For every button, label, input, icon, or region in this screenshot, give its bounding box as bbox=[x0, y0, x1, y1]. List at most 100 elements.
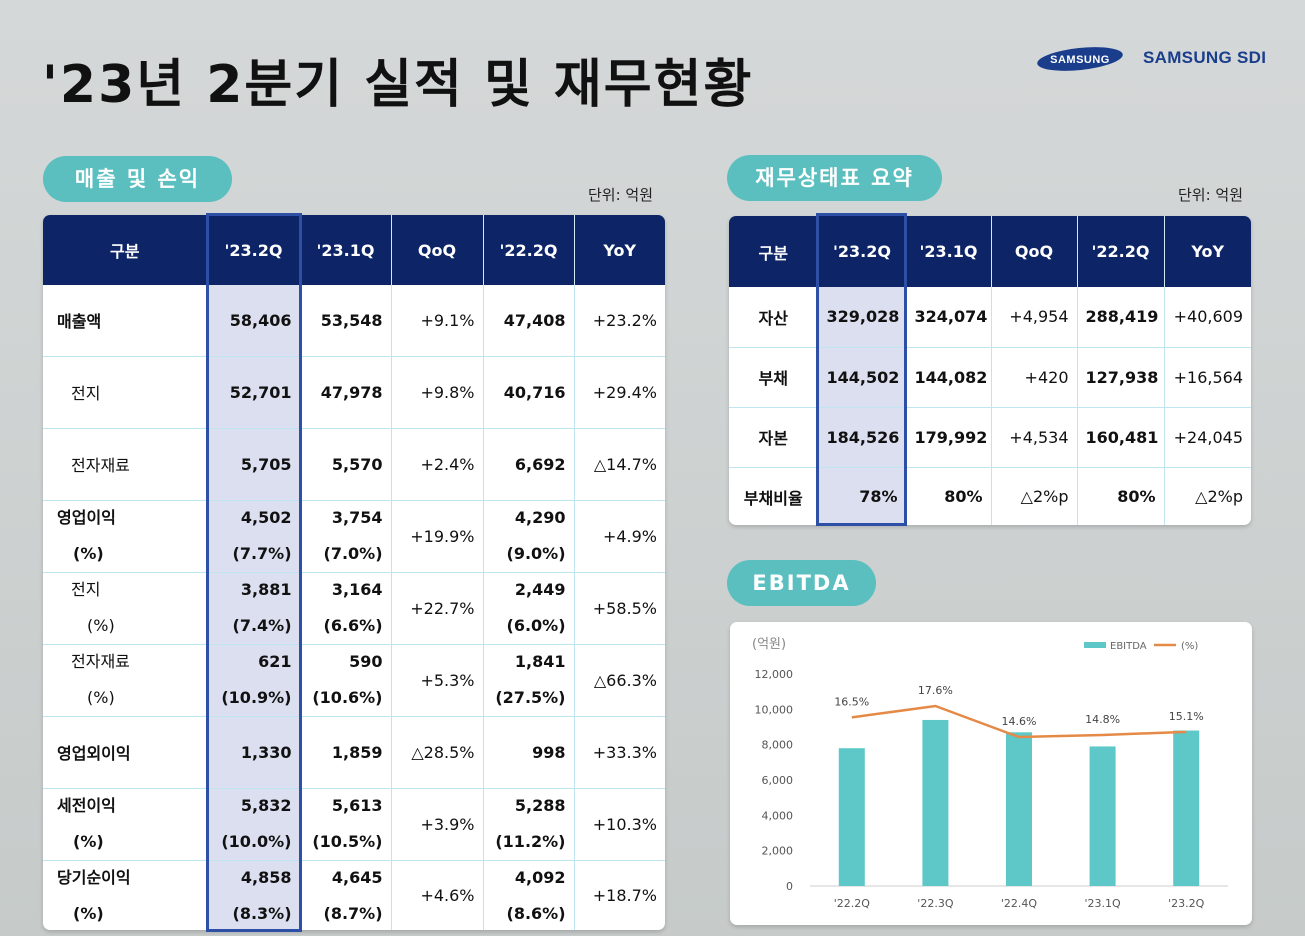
cell-q231: 5,570 bbox=[300, 428, 392, 501]
cell-qoq: +2.4% bbox=[391, 428, 484, 501]
cell-qoq: +420 bbox=[991, 347, 1078, 408]
cell-label: 부채 bbox=[729, 347, 819, 408]
cell-q222: 80% bbox=[1077, 467, 1165, 525]
row-label-pct: (%) bbox=[87, 616, 115, 635]
cell-value: 4,092 bbox=[514, 867, 566, 887]
bs-col-header: YoY bbox=[1164, 216, 1251, 287]
cell-q222: 40,716 bbox=[483, 356, 575, 429]
pl-table-row: 영업외이익 1,330 1,859 △28.5% 998 +33.3% bbox=[43, 716, 665, 789]
ebitda-bar bbox=[922, 719, 949, 886]
y-tick-label: 12,000 bbox=[755, 668, 794, 681]
y-tick-label: 0 bbox=[786, 880, 793, 893]
cell-pct: (11.2%) bbox=[495, 832, 566, 851]
cell-label: 부채비율 bbox=[729, 467, 819, 525]
row-label: 세전이익 (%) bbox=[43, 788, 208, 861]
cell-q222: 6,692 bbox=[483, 428, 575, 501]
bs-section-title: 재무상태표 요약 bbox=[727, 155, 942, 201]
cell-q232: 58,406 bbox=[207, 285, 301, 357]
cell-q222: 4,092 (8.6%) bbox=[483, 860, 575, 930]
cell-pct: (8.3%) bbox=[232, 903, 292, 923]
cell-pct: (6.6%) bbox=[323, 616, 383, 635]
cell-pct: (9.0%) bbox=[506, 544, 566, 563]
cell-q231: 144,082 bbox=[906, 347, 992, 408]
cell-yoy: +16,564 bbox=[1164, 347, 1251, 408]
row-label-text: 당기순이익 bbox=[57, 867, 131, 887]
bs-unit-label: 단위: 억원 bbox=[1178, 186, 1244, 204]
cell-value: 3,881 bbox=[240, 580, 292, 599]
ebitda-bar bbox=[838, 748, 865, 886]
cell-q232: 52,701 bbox=[207, 356, 301, 429]
bs-table-row: 부채비율 78% 80% △2%p 80% △2%p bbox=[729, 467, 1251, 525]
samsung-logo: SAMSUNG bbox=[1037, 47, 1123, 71]
data-label: 14.8% bbox=[1085, 713, 1120, 726]
pl-col-header: '23.2Q bbox=[207, 215, 301, 285]
cell-q232: 3,881 (7.4%) bbox=[207, 572, 301, 645]
cell-pct: (6.0%) bbox=[506, 616, 566, 635]
x-tick-label: '23.1Q bbox=[1085, 897, 1122, 910]
x-tick-label: '22.3Q bbox=[917, 897, 954, 910]
cell-q232: 1,330 bbox=[207, 716, 301, 789]
cell-q222: 127,938 bbox=[1077, 347, 1165, 408]
cell-value: 4,858 bbox=[240, 867, 292, 887]
y-tick-label: 4,000 bbox=[762, 809, 794, 822]
cell-q231: 53,548 bbox=[300, 285, 392, 357]
bs-col-header: '23.2Q bbox=[818, 216, 907, 287]
ebitda-chart: (억원) 12,000 10,000 8,000 6,000 4,000 2,000 0 '22… bbox=[752, 637, 1228, 910]
ebitda-bar bbox=[1089, 746, 1116, 886]
row-label: 매출액 bbox=[43, 285, 208, 357]
cell-qoq: +5.3% bbox=[391, 644, 484, 717]
row-label-text: 영업이익 bbox=[57, 508, 116, 527]
bs-col-header: 구분 bbox=[729, 216, 819, 287]
bs-col-header: '22.2Q bbox=[1077, 216, 1165, 287]
page-title: '23년 2분기 실적 및 재무현황 bbox=[42, 55, 754, 115]
cell-q231: 4,645 (8.7%) bbox=[300, 860, 392, 930]
x-tick-label: '22.2Q bbox=[834, 897, 871, 910]
data-label: 14.6% bbox=[1002, 715, 1037, 728]
cell-qoq: +4.6% bbox=[391, 860, 484, 930]
cell-value: 4,502 bbox=[240, 508, 292, 527]
y-tick-label: 2,000 bbox=[762, 845, 794, 858]
cell-q222: 998 bbox=[483, 716, 575, 789]
data-label: 16.5% bbox=[834, 695, 869, 708]
cell-yoy: +24,045 bbox=[1164, 407, 1251, 468]
cell-value: 2,449 bbox=[514, 580, 566, 599]
y-axis-label: (억원) bbox=[752, 637, 786, 652]
ebitda-bar bbox=[1006, 732, 1032, 886]
cell-pct: (7.7%) bbox=[232, 544, 292, 563]
cell-value: 621 bbox=[258, 652, 292, 671]
cell-value: 1,841 bbox=[514, 652, 566, 671]
y-tick-label: 6,000 bbox=[762, 774, 794, 787]
row-label-text: 전자재료 bbox=[71, 652, 130, 671]
row-label-pct: (%) bbox=[73, 903, 104, 923]
cell-yoy: +29.4% bbox=[574, 356, 665, 429]
pl-table-row: 당기순이익 (%) 4,858 (8.3%) 4,645 (8.7%) +4.6% 4,092… bbox=[43, 860, 665, 930]
cell-q222: 288,419 bbox=[1077, 287, 1165, 348]
pl-header-row: 구분 '23.2Q '23.1Q QoQ '22.2Q YoY bbox=[43, 215, 665, 285]
cell-pct: (10.5%) bbox=[312, 832, 383, 851]
row-label: 영업이익 (%) bbox=[43, 500, 208, 573]
y-tick-label: 10,000 bbox=[755, 703, 794, 716]
bs-col-header: '23.1Q bbox=[906, 216, 992, 287]
data-label: 15.1% bbox=[1169, 710, 1204, 723]
row-label-text: 세전이익 bbox=[57, 796, 116, 815]
row-label: 전자재료 bbox=[43, 428, 208, 501]
cell-pct: (7.0%) bbox=[323, 544, 383, 563]
cell-yoy: △14.7% bbox=[574, 428, 665, 501]
cell-qoq: +22.7% bbox=[391, 572, 484, 645]
cell-value: 5,613 bbox=[331, 796, 383, 815]
pl-section-title: 매출 및 손익 bbox=[43, 156, 232, 202]
ebitda-chart-panel: (억원) 12,000 10,000 8,000 6,000 4,000 2,000 0 '22… bbox=[730, 622, 1252, 925]
row-label-pct: (%) bbox=[73, 832, 104, 851]
bs-col-header: QoQ bbox=[991, 216, 1078, 287]
legend-label-ratio: (%) bbox=[1181, 641, 1198, 652]
cell-q232: 5,705 bbox=[207, 428, 301, 501]
bs-table: 구분 '23.2Q '23.1Q QoQ '22.2Q YoY 자산 329,02… bbox=[729, 216, 1251, 525]
cell-yoy: △2%p bbox=[1195, 487, 1243, 507]
cell-yoy: △66.3% bbox=[574, 644, 665, 717]
pl-table-row: 영업이익 (%) 4,502 (7.7%) 3,754 (7.0%) +19.9% 4,290… bbox=[43, 500, 665, 573]
bs-table-row: 부채 144,502 144,082 +420 127,938 +16,564 bbox=[729, 347, 1251, 408]
x-tick-label: '22.4Q bbox=[1001, 897, 1038, 910]
cell-q222: 1,841 (27.5%) bbox=[483, 644, 575, 717]
cell-q232: 329,028 bbox=[818, 287, 907, 348]
legend-label-ebitda: EBITDA bbox=[1110, 641, 1147, 652]
